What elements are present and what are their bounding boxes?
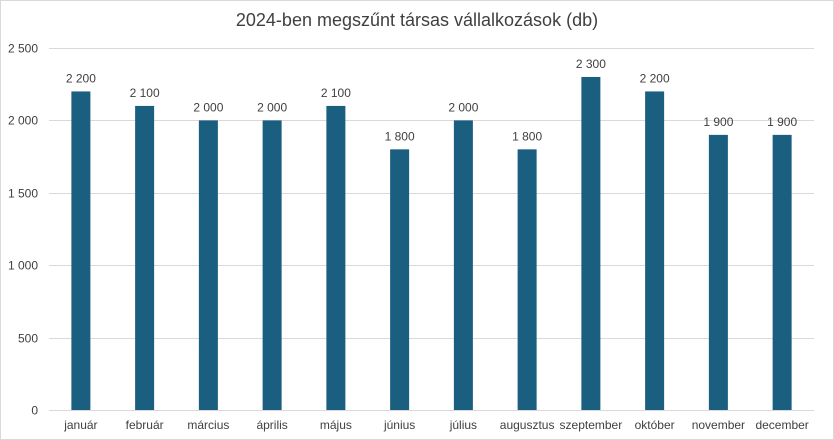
bar <box>708 134 728 410</box>
x-tick-label: október <box>635 418 675 432</box>
x-tick-label: március <box>187 418 229 432</box>
x-tick-label: február <box>126 418 164 432</box>
data-labels: 2 200 2 100 2 000 2 000 2 100 1 800 2 000 1 800… <box>66 57 798 143</box>
bar <box>390 149 410 411</box>
bars <box>71 76 792 411</box>
x-tick-label: december <box>755 418 808 432</box>
x-tick-label: június <box>383 418 415 432</box>
data-label: 1 800 <box>385 129 415 143</box>
data-label: 2 100 <box>130 86 160 100</box>
bar <box>453 120 473 411</box>
chart-title: 2024-ben megszűnt társas vállalkozások (… <box>235 10 599 30</box>
data-label: 2 100 <box>321 86 351 100</box>
y-tick-label: 1 000 <box>8 259 38 273</box>
bar <box>517 149 537 411</box>
bar <box>135 105 155 411</box>
x-tick-label: április <box>256 418 287 432</box>
data-label: 1 900 <box>703 115 733 129</box>
data-label: 2 000 <box>257 100 287 114</box>
data-label: 1 900 <box>767 115 797 129</box>
x-tick-label: július <box>449 418 477 432</box>
data-label: 2 200 <box>66 71 96 85</box>
bar <box>645 91 665 410</box>
gridlines <box>49 48 814 411</box>
y-axis-ticks: 0 500 1 000 1 500 2 000 2 500 <box>8 42 38 418</box>
x-tick-label: augusztus <box>500 418 555 432</box>
data-label: 1 800 <box>512 129 542 143</box>
bar <box>198 120 218 411</box>
y-tick-label: 0 <box>31 404 38 418</box>
y-tick-label: 1 500 <box>8 187 38 201</box>
data-label: 2 300 <box>576 57 606 71</box>
y-tick-label: 500 <box>18 332 38 346</box>
bar <box>262 120 282 411</box>
bar <box>326 105 346 411</box>
bar <box>71 91 91 410</box>
x-tick-label: május <box>320 418 352 432</box>
y-tick-label: 2 500 <box>8 42 38 56</box>
bar <box>581 76 601 411</box>
data-label: 2 000 <box>448 100 478 114</box>
x-tick-label: november <box>692 418 745 432</box>
y-tick-label: 2 000 <box>8 114 38 128</box>
data-label: 2 000 <box>193 100 223 114</box>
bar <box>772 134 792 410</box>
x-tick-label: szeptember <box>560 418 623 432</box>
x-tick-label: január <box>63 418 97 432</box>
x-axis-ticks: január február március április május június jú… <box>63 418 809 432</box>
data-label: 2 200 <box>640 71 670 85</box>
